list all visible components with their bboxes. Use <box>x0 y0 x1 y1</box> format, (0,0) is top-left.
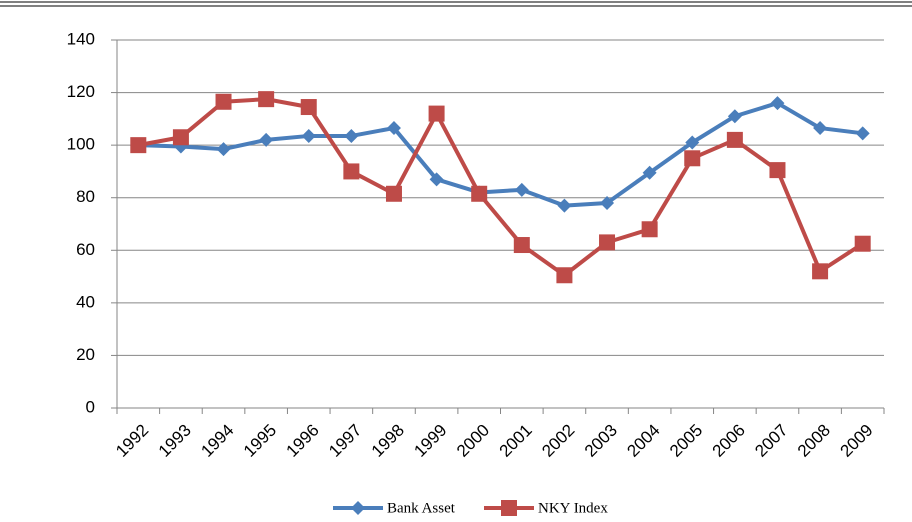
point <box>813 121 828 136</box>
point <box>429 172 444 187</box>
point <box>770 96 785 111</box>
point <box>642 165 657 180</box>
y-tick-label: 60 <box>76 240 95 259</box>
point <box>855 126 870 141</box>
point <box>216 142 231 157</box>
point <box>172 129 189 146</box>
x-tick-label: 1995 <box>240 421 280 461</box>
point <box>301 128 316 143</box>
point <box>385 185 402 202</box>
point <box>343 163 360 180</box>
x-tick-label: 1998 <box>368 421 408 461</box>
x-tick-label: 2008 <box>794 421 834 461</box>
point <box>812 263 829 280</box>
point <box>685 135 700 150</box>
point <box>351 501 365 515</box>
point <box>557 198 572 213</box>
point <box>599 234 616 251</box>
x-tick-label: 1999 <box>410 421 450 461</box>
x-tick-label: 2009 <box>837 421 877 461</box>
x-tick-label: 2005 <box>666 421 706 461</box>
point <box>471 185 488 202</box>
y-tick-label: 40 <box>76 292 95 311</box>
x-tick-label: 1997 <box>325 421 365 461</box>
y-tick-label: 0 <box>86 397 95 416</box>
x-tick-label: 2002 <box>538 421 578 461</box>
point <box>556 267 573 284</box>
point <box>727 109 742 124</box>
point <box>259 132 274 147</box>
x-tick-label: 1994 <box>197 421 237 461</box>
y-tick-label: 20 <box>76 345 95 364</box>
x-tick-label: 1993 <box>155 421 195 461</box>
y-tick-label: 120 <box>67 82 95 101</box>
point <box>215 93 232 110</box>
x-tick-label: 2001 <box>496 421 536 461</box>
series-line <box>137 97 864 278</box>
legend-label: Bank Asset <box>387 500 456 516</box>
y-tick-label: 140 <box>67 29 95 48</box>
point <box>130 137 147 154</box>
point <box>300 99 317 116</box>
x-tick-label: 2006 <box>709 421 749 461</box>
y-tick-label: 100 <box>67 135 95 154</box>
point <box>854 235 871 252</box>
point <box>428 105 445 122</box>
point <box>600 195 615 210</box>
point <box>684 150 701 167</box>
legend-label: NKY Index <box>538 500 608 516</box>
series-line <box>138 101 863 208</box>
point <box>344 128 359 143</box>
x-tick-label: 2007 <box>751 421 791 461</box>
point <box>501 500 517 516</box>
x-tick-label: 2000 <box>453 421 493 461</box>
x-tick-label: 2003 <box>581 421 621 461</box>
point <box>386 121 401 136</box>
point <box>769 162 786 179</box>
x-tick-label: 1992 <box>112 421 152 461</box>
point <box>258 91 275 108</box>
x-tick-label: 2004 <box>623 421 663 461</box>
point <box>641 221 658 238</box>
y-tick-label: 80 <box>76 187 95 206</box>
point <box>726 131 743 148</box>
x-tick-label: 1996 <box>283 421 323 461</box>
point <box>514 182 529 197</box>
point <box>513 237 530 254</box>
legend: Bank Asset NKY Index <box>333 500 608 516</box>
